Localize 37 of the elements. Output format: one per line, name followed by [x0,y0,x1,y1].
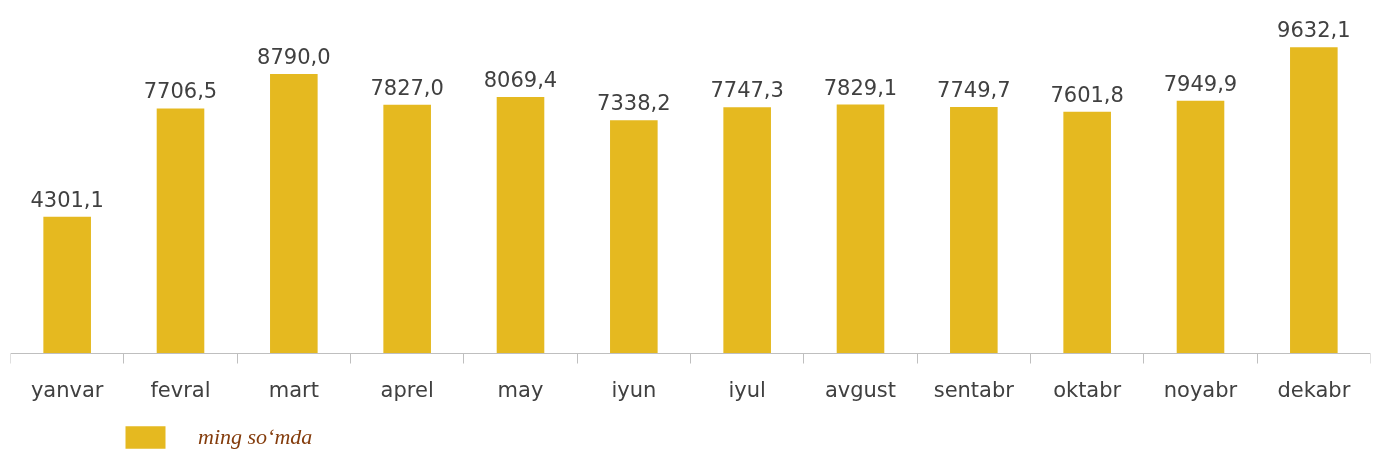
data-label: 7706,5 [143,79,218,104]
bar [610,120,658,354]
data-label: 7747,3 [710,78,784,103]
legend-label: ming so‘mda [198,424,313,450]
data-label: 7949,9 [1163,71,1238,96]
data-label: 8790,0 [257,45,331,70]
bar [723,107,771,354]
bar [1176,100,1225,354]
x-tick-label: may [497,377,544,402]
data-label: 4301,1 [30,187,104,212]
x-tick-label: mart [268,377,319,402]
data-label: 7829,1 [823,75,898,100]
data-label: 9632,1 [1277,18,1351,43]
x-tick-label: sentabr [933,377,1015,402]
data-label: 7601,8 [1050,82,1124,107]
data-label: 8069,4 [483,67,558,92]
x-tick-label: noyabr [1163,377,1238,402]
bar [1063,111,1111,354]
bar [156,108,205,354]
x-tick-label: yanvar [30,377,104,402]
bar [1290,47,1338,354]
data-label: 7749,7 [937,78,1011,103]
bar [43,216,91,354]
bar [270,74,318,354]
x-tick-label: iyul [728,377,766,402]
x-tick-label: iyun [611,377,657,402]
bar [383,104,431,354]
bar [496,96,545,354]
x-tick-label: oktabr [1053,377,1122,402]
bar [836,104,885,354]
data-label: 7338,2 [597,91,671,116]
x-tick-label: avgust [824,377,897,402]
x-tick-label: dekabr [1277,377,1351,402]
data-label: 7827,0 [370,75,444,100]
bar [950,107,998,354]
x-tick-label: fevral [150,377,211,402]
x-tick-label: aprel [380,377,434,402]
